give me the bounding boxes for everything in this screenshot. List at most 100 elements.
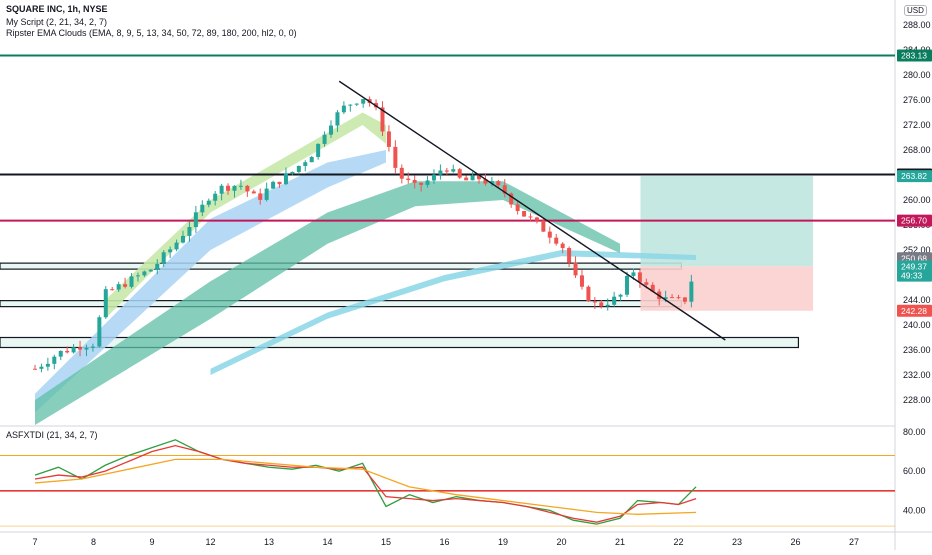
indicator-tick-label: 80.00 [903, 427, 926, 437]
price-tick-label: 268.00 [903, 145, 931, 155]
price-tick-label: 244.00 [903, 295, 931, 305]
candle-body [457, 169, 462, 178]
time-tick-label: 14 [322, 537, 332, 547]
candle-body [592, 301, 597, 303]
price-label-box [897, 269, 932, 282]
indicator-tick-label: 40.00 [903, 505, 926, 515]
candle-body [84, 347, 89, 350]
indicator-series-2 [34, 458, 697, 515]
candle-body [567, 248, 572, 263]
candle-body [554, 237, 559, 244]
candle-body [528, 216, 533, 218]
time-tick-label: 20 [556, 537, 566, 547]
indicator-series-0 [34, 439, 697, 525]
time-tick-label: 21 [615, 537, 625, 547]
candle-body [168, 249, 173, 253]
zone-middle [0, 300, 683, 308]
candle-body [52, 356, 57, 364]
candle-body [419, 182, 424, 185]
candle-body [258, 193, 263, 200]
price-label-box [897, 49, 932, 62]
candle-body [264, 188, 269, 200]
candle-body [682, 297, 687, 302]
indicator-legend: ASFXTDI (21, 34, 2, 7) [6, 430, 98, 440]
price-label-text: 283.13 [901, 50, 927, 60]
candle-body [39, 366, 44, 369]
candle-body [90, 346, 95, 348]
candle-body [670, 297, 675, 299]
candle-body [251, 191, 256, 194]
time-tick-label: 12 [205, 537, 215, 547]
price-tick-label: 280.00 [903, 70, 931, 80]
candle-body [644, 282, 649, 285]
candle-body [71, 347, 76, 353]
time-tick-label: 19 [498, 537, 508, 547]
indicator-tick-label: 60.00 [903, 466, 926, 476]
candle-body [174, 242, 179, 250]
indicator-series-1 [34, 444, 697, 523]
candle-body [650, 284, 655, 292]
price-tick-label: 288.00 [903, 20, 931, 30]
candle-body [316, 143, 321, 158]
price-label-box [897, 170, 932, 183]
candle-body [123, 284, 128, 287]
currency-badge[interactable]: USD [904, 5, 927, 16]
symbol-title: SQUARE INC, 1h, NYSE [6, 4, 108, 14]
candle-body [181, 235, 186, 243]
zone-upper [0, 262, 683, 270]
candle-body [348, 104, 353, 106]
downtrend-line [338, 80, 726, 341]
script-legend: My Script (2, 21, 34, 2, 7) [6, 17, 108, 27]
candle-body [232, 185, 237, 191]
candle-body [226, 185, 231, 191]
candle-body [534, 217, 539, 221]
candle-body [663, 297, 668, 300]
candle-body [489, 181, 494, 184]
price-tick-label: 276.00 [903, 95, 931, 105]
time-tick-label: 22 [673, 537, 683, 547]
candle-body [509, 193, 514, 205]
candle-body [547, 231, 552, 238]
price-label-box [897, 260, 932, 273]
candle-body [213, 193, 218, 201]
candle-body [193, 212, 198, 228]
candle-body [560, 243, 565, 249]
price-label-text: 250.68 [901, 253, 927, 263]
candle-body [599, 302, 604, 307]
price-label-text: 249.37 [901, 261, 927, 271]
candle-body [103, 289, 108, 318]
candle-body [425, 180, 430, 185]
candle-body [393, 146, 398, 168]
candle-body [464, 177, 469, 181]
candle-body [612, 296, 617, 305]
candle-body [303, 162, 308, 166]
candle-body [406, 178, 411, 180]
price-tick-label: 272.00 [903, 120, 931, 130]
candle-body [65, 350, 70, 353]
candle-body [399, 167, 404, 179]
time-tick-label: 13 [264, 537, 274, 547]
time-tick-label: 9 [149, 537, 154, 547]
candle-body [579, 275, 584, 287]
candle-body [219, 185, 224, 194]
candle-body [58, 350, 63, 357]
candle-body [573, 262, 578, 276]
ema-cloud-blue [35, 150, 386, 413]
time-tick-label: 23 [732, 537, 742, 547]
candle-body [444, 170, 449, 172]
candle-body [618, 294, 623, 297]
candle-body [412, 179, 417, 183]
candle-body [386, 131, 391, 147]
price-label-text: 263.82 [901, 171, 927, 181]
candle-body [431, 174, 436, 181]
candle-body [477, 175, 482, 180]
stop-zone [640, 266, 814, 311]
price-tick-label: 232.00 [903, 370, 931, 380]
candle-body [97, 317, 102, 347]
price-tick-label: 236.00 [903, 345, 931, 355]
candle-body [541, 220, 546, 232]
candle-body [238, 185, 243, 187]
price-tick-label: 240.00 [903, 320, 931, 330]
